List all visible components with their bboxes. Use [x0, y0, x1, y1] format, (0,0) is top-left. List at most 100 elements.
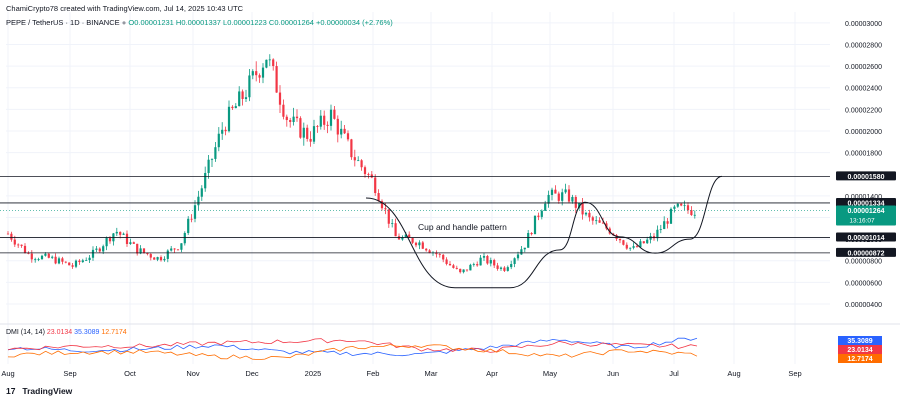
y-tick-label: 0.00002000 — [845, 129, 882, 136]
candle-body — [673, 206, 676, 209]
candle-body — [265, 59, 268, 68]
candle-body — [173, 248, 176, 250]
candle-body — [285, 116, 288, 121]
dmi-minus-di-value: 12.7174 — [101, 329, 127, 336]
candle-body — [132, 242, 135, 244]
candle-body — [241, 91, 244, 99]
candle-body — [523, 247, 526, 250]
candle-body — [282, 104, 285, 117]
candle-body — [343, 128, 346, 134]
candle-body — [598, 220, 601, 223]
symbol-name: PEPE / TetherUS · 1D · BINANCE — [6, 18, 120, 27]
candle-body — [360, 160, 363, 168]
candle-body — [452, 265, 455, 268]
tradingview-logo[interactable]: 17 TradingView — [6, 386, 72, 396]
candle-body — [316, 126, 319, 127]
chart-credit: ChamiCrypto78 created with TradingView.c… — [6, 4, 244, 13]
candle-body — [380, 201, 384, 209]
candle-body — [506, 267, 509, 271]
x-tick-label: Sep — [63, 369, 76, 378]
candle-body — [329, 109, 333, 126]
candle-body — [564, 189, 567, 193]
candle-body — [683, 205, 686, 207]
candle-body — [217, 133, 220, 148]
candle-body — [244, 97, 248, 99]
candle-body — [302, 127, 305, 138]
candle-body — [442, 254, 445, 260]
y-tick-label: 0.00001400 — [845, 194, 882, 201]
candle-body — [588, 212, 591, 218]
candle-body — [527, 233, 530, 248]
price-level-badge — [836, 205, 896, 226]
candle-body — [214, 147, 217, 159]
y-tick-label: 0.00002600 — [845, 64, 882, 71]
candle-body — [166, 250, 169, 259]
y-tick-label: 0.00000800 — [845, 259, 882, 266]
candle-body — [333, 109, 336, 119]
candle-body — [30, 253, 33, 260]
candle-body — [146, 252, 149, 255]
candle-body — [561, 192, 564, 201]
candle-body — [618, 238, 622, 241]
candle-body — [159, 257, 163, 261]
candle-body — [581, 202, 584, 215]
candle-body — [289, 120, 292, 123]
candle-body — [309, 138, 312, 142]
candle-body — [632, 246, 635, 248]
candle-body — [567, 189, 571, 202]
candle-body — [680, 203, 683, 206]
candle-body — [88, 257, 91, 261]
candle-body — [537, 215, 540, 217]
candle-body — [601, 222, 605, 224]
candle-body — [156, 257, 159, 260]
candle-body — [91, 249, 95, 258]
tradingview-logo-icon: 17 — [6, 386, 16, 396]
candle-body — [187, 218, 190, 233]
candle-body — [119, 231, 122, 235]
candle-body — [547, 194, 550, 204]
candle-body — [176, 249, 180, 251]
candle-body — [615, 235, 618, 239]
candle-body — [255, 71, 258, 76]
candle-body — [210, 158, 214, 160]
pattern-annotation: Cup and handle pattern — [418, 222, 507, 232]
candle-body — [170, 248, 173, 251]
candle-body — [115, 231, 118, 234]
candle-body — [47, 253, 50, 258]
candle-body — [10, 233, 13, 240]
tradingview-brand: TradingView — [22, 386, 73, 396]
candle-body — [34, 259, 37, 261]
x-tick-label: Nov — [186, 369, 200, 378]
candle-body — [54, 256, 57, 264]
candle-body — [108, 237, 112, 242]
dmi-line — [7, 344, 698, 361]
dmi-label: DMI (14, 14) — [6, 329, 45, 336]
y-tick-label: 0.00003000 — [845, 21, 882, 28]
candle-body — [544, 203, 547, 211]
candle-body — [292, 116, 295, 123]
candle-body — [44, 253, 47, 256]
candle-body — [197, 196, 200, 206]
candle-body — [465, 269, 469, 271]
price-level-badge — [836, 247, 896, 257]
candle-body — [533, 215, 537, 235]
candle-body — [520, 249, 523, 255]
candle-body — [377, 193, 380, 202]
candle-body — [224, 129, 227, 132]
candle-body — [98, 248, 101, 252]
candle-body — [268, 59, 271, 61]
candle-body — [476, 264, 479, 266]
candle-body — [323, 115, 326, 125]
candle-body — [418, 242, 421, 246]
candle-body — [479, 257, 482, 266]
price-level-label: 0.00000872 — [848, 250, 885, 257]
candle-body — [646, 239, 649, 244]
candle-body — [190, 218, 193, 220]
candle-body — [469, 264, 472, 271]
candle-body — [340, 128, 343, 135]
cup-handle-curve — [365, 175, 723, 289]
candle-body — [394, 223, 397, 237]
candle-body — [149, 254, 152, 258]
dmi-plus-di-value: 35.3089 — [74, 329, 100, 336]
